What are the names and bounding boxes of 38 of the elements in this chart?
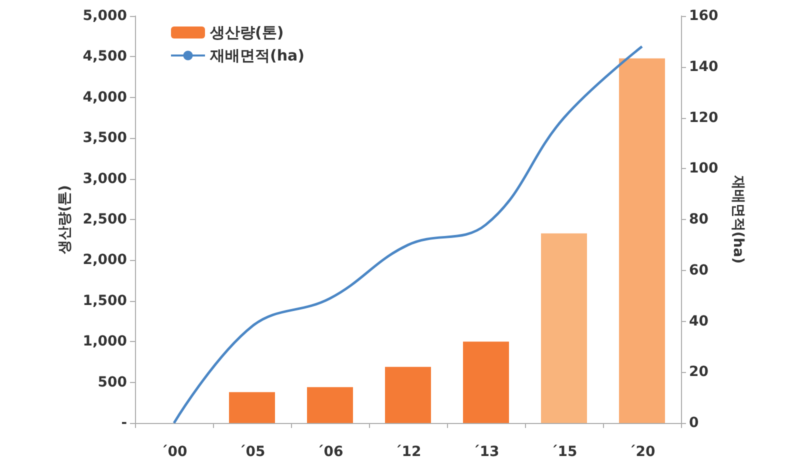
bar: [619, 58, 665, 423]
y-tick-label: 3,000: [82, 170, 128, 187]
y2-tick-label: 120: [689, 110, 718, 126]
y-tick-label: 2,000: [82, 252, 128, 268]
y2-tick-label: 160: [689, 8, 718, 24]
bar: [229, 392, 275, 423]
x-tick-label: ´00: [160, 444, 188, 460]
bar: [463, 342, 509, 423]
y-axis-title: 생산량(톤): [56, 185, 73, 255]
x-tick-label: ´13: [472, 444, 500, 460]
y-tick-label: 1,000: [82, 334, 128, 350]
legend-label: 생산량(톤): [209, 24, 284, 42]
y2-tick-label: 60: [689, 262, 709, 278]
bar: [541, 233, 587, 423]
legend-label: 재배면적(ha): [209, 46, 305, 64]
y2-tick-label: 100: [689, 160, 718, 177]
y2-tick-label: 0: [689, 415, 699, 431]
y-tick-label: 4,000: [82, 89, 128, 106]
bar: [385, 366, 431, 423]
y2-axis-title: 재배면적(ha): [730, 174, 746, 264]
y-tick-label: 5,000: [82, 8, 128, 24]
y2-tick-label: 20: [689, 364, 709, 380]
y-tick-label: 500: [98, 374, 128, 390]
y2-tick-label: 80: [689, 212, 709, 228]
x-tick-label: ´20: [628, 444, 656, 460]
y-tick-label: 1,500: [82, 292, 128, 309]
line-series: [172, 45, 644, 424]
y-tick-label: 4,500: [82, 48, 128, 65]
y2-tick-label: 40: [689, 313, 709, 330]
x-tick-label: ´06: [316, 444, 344, 460]
y-tick-label: -: [121, 415, 128, 431]
y2-tick-label: 140: [689, 58, 718, 75]
x-tick-label: ´15: [550, 444, 578, 460]
x-tick-label: ´05: [238, 444, 266, 460]
y-tick-label: 3,500: [82, 130, 128, 146]
y-tick-label: 2,500: [82, 212, 128, 228]
bar: [307, 387, 353, 423]
x-tick-label: ´12: [394, 444, 422, 460]
